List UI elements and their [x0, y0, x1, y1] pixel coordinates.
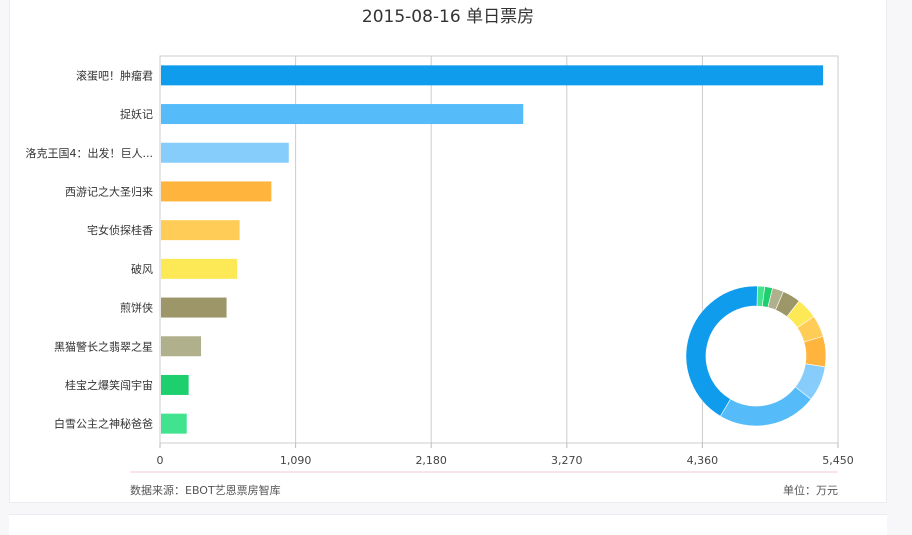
x-tick-label: 3,270 [551, 454, 583, 467]
bar [161, 220, 240, 241]
x-tick-label: 4,360 [687, 454, 719, 467]
x-tick-label: 0 [157, 454, 164, 467]
category-label: 宅女侦探桂香 [87, 223, 153, 237]
x-tick-label: 2,180 [415, 454, 447, 467]
bar [161, 336, 202, 357]
bar [161, 104, 524, 125]
bar [161, 65, 824, 86]
category-label: 桂宝之爆笑闯宇宙 [65, 378, 153, 392]
bar [161, 142, 289, 163]
bar [161, 258, 238, 279]
donut-slice [803, 335, 827, 368]
bar [161, 374, 189, 395]
category-label: 破风 [131, 262, 153, 276]
x-tick-label: 1,090 [280, 454, 312, 467]
category-label: 捉妖记 [120, 107, 153, 121]
data-source: 数据来源：EBOT艺恩票房智库 [130, 484, 281, 497]
category-label: 洛克王国4：出发！巨人... [26, 146, 154, 160]
category-label: 白雪公主之神秘爸爸 [54, 417, 153, 431]
donut-slice [719, 386, 812, 427]
chart-title: 2015-08-16 单日票房 [361, 7, 535, 27]
category-label: 滚蛋吧！肿瘤君 [76, 68, 153, 82]
unit-label: 单位：万元 [783, 484, 838, 497]
plot-frame [159, 55, 839, 444]
x-tick-label: 5,450 [822, 454, 854, 467]
bar [161, 181, 272, 202]
next-card-edge [9, 514, 887, 535]
donut-slice [685, 285, 758, 417]
category-label: 西游记之大圣归来 [65, 184, 153, 198]
bar [161, 297, 227, 318]
category-label: 黑猫警长之翡翠之星 [54, 339, 153, 353]
category-label: 煎饼侠 [120, 301, 153, 315]
bar [161, 413, 187, 434]
